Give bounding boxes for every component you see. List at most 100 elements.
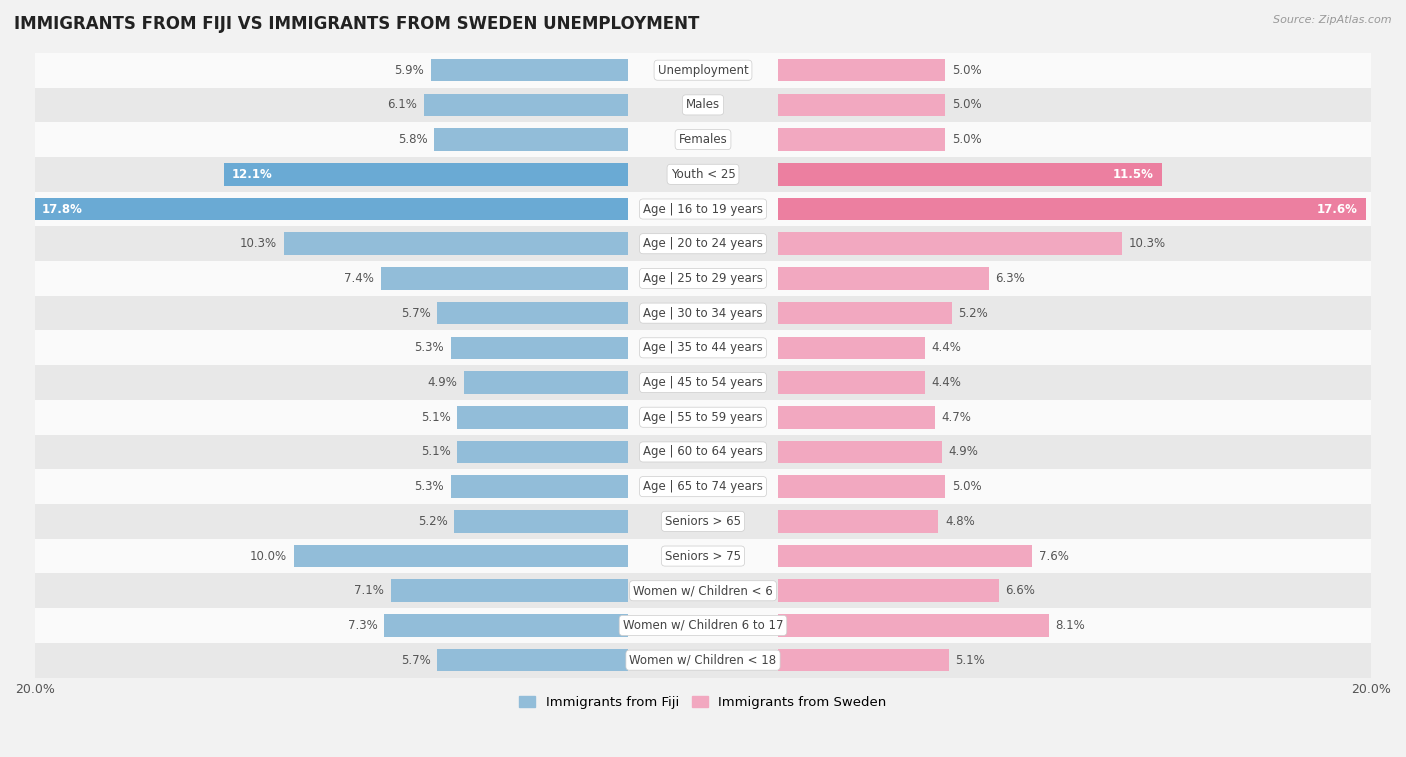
Text: 4.9%: 4.9% (427, 376, 457, 389)
Bar (451, 337, 628, 359)
Text: Women w/ Children < 18: Women w/ Children < 18 (630, 653, 776, 667)
Text: 5.1%: 5.1% (955, 653, 986, 667)
Bar (778, 406, 935, 428)
Text: 5.0%: 5.0% (952, 64, 981, 76)
Bar (778, 267, 988, 290)
Text: 5.9%: 5.9% (394, 64, 425, 76)
Bar (451, 475, 628, 498)
Text: 4.8%: 4.8% (945, 515, 974, 528)
Text: Age | 55 to 59 years: Age | 55 to 59 years (643, 411, 763, 424)
Bar (35, 53, 1371, 88)
Bar (381, 267, 628, 290)
Text: Youth < 25: Youth < 25 (671, 168, 735, 181)
Bar (454, 510, 628, 533)
Bar (35, 573, 1371, 608)
Bar (34, 198, 628, 220)
Text: IMMIGRANTS FROM FIJI VS IMMIGRANTS FROM SWEDEN UNEMPLOYMENT: IMMIGRANTS FROM FIJI VS IMMIGRANTS FROM … (14, 15, 699, 33)
Bar (778, 579, 998, 602)
Text: 7.4%: 7.4% (344, 272, 374, 285)
Text: 6.1%: 6.1% (388, 98, 418, 111)
Bar (35, 296, 1371, 331)
Text: 4.7%: 4.7% (942, 411, 972, 424)
Bar (778, 129, 945, 151)
Bar (434, 129, 628, 151)
Text: 5.0%: 5.0% (952, 480, 981, 493)
Text: 5.7%: 5.7% (401, 653, 430, 667)
Bar (437, 649, 628, 671)
Bar (778, 475, 945, 498)
Bar (464, 371, 628, 394)
Text: Females: Females (679, 133, 727, 146)
Bar (457, 441, 628, 463)
Bar (35, 643, 1371, 678)
Bar (294, 545, 628, 567)
Bar (778, 614, 1049, 637)
Bar (35, 504, 1371, 539)
Text: Age | 20 to 24 years: Age | 20 to 24 years (643, 237, 763, 251)
Text: Source: ZipAtlas.com: Source: ZipAtlas.com (1274, 15, 1392, 25)
Bar (35, 88, 1371, 123)
Bar (778, 649, 949, 671)
Bar (35, 435, 1371, 469)
Bar (391, 579, 628, 602)
Text: 12.1%: 12.1% (232, 168, 273, 181)
Bar (457, 406, 628, 428)
Bar (35, 539, 1371, 573)
Text: 5.8%: 5.8% (398, 133, 427, 146)
Text: 10.0%: 10.0% (250, 550, 287, 562)
Text: 6.3%: 6.3% (995, 272, 1025, 285)
Bar (35, 261, 1371, 296)
Bar (778, 163, 1163, 185)
Bar (778, 59, 945, 82)
Text: 7.3%: 7.3% (347, 619, 377, 632)
Bar (35, 123, 1371, 157)
Text: 4.4%: 4.4% (932, 341, 962, 354)
Text: Males: Males (686, 98, 720, 111)
Text: 5.0%: 5.0% (952, 133, 981, 146)
Text: Seniors > 65: Seniors > 65 (665, 515, 741, 528)
Text: Women w/ Children 6 to 17: Women w/ Children 6 to 17 (623, 619, 783, 632)
Bar (35, 400, 1371, 435)
Bar (384, 614, 628, 637)
Bar (224, 163, 628, 185)
Bar (778, 198, 1367, 220)
Bar (778, 545, 1032, 567)
Text: Age | 30 to 34 years: Age | 30 to 34 years (643, 307, 763, 319)
Bar (778, 510, 938, 533)
Text: Age | 35 to 44 years: Age | 35 to 44 years (643, 341, 763, 354)
Text: 4.9%: 4.9% (949, 445, 979, 459)
Bar (430, 59, 628, 82)
Text: 5.2%: 5.2% (418, 515, 447, 528)
Text: 6.6%: 6.6% (1005, 584, 1035, 597)
Text: Age | 25 to 29 years: Age | 25 to 29 years (643, 272, 763, 285)
Text: 5.3%: 5.3% (415, 480, 444, 493)
Bar (425, 94, 628, 116)
Text: 5.2%: 5.2% (959, 307, 988, 319)
Bar (35, 192, 1371, 226)
Text: 5.1%: 5.1% (420, 411, 451, 424)
Legend: Immigrants from Fiji, Immigrants from Sweden: Immigrants from Fiji, Immigrants from Sw… (515, 691, 891, 715)
Text: 4.4%: 4.4% (932, 376, 962, 389)
Bar (778, 337, 925, 359)
Bar (437, 302, 628, 325)
Bar (284, 232, 628, 255)
Text: Age | 65 to 74 years: Age | 65 to 74 years (643, 480, 763, 493)
Bar (778, 302, 952, 325)
Bar (35, 157, 1371, 192)
Text: 10.3%: 10.3% (240, 237, 277, 251)
Bar (778, 371, 925, 394)
Bar (35, 365, 1371, 400)
Text: 17.8%: 17.8% (42, 203, 83, 216)
Text: 5.1%: 5.1% (420, 445, 451, 459)
Text: 5.0%: 5.0% (952, 98, 981, 111)
Bar (35, 469, 1371, 504)
Text: 8.1%: 8.1% (1056, 619, 1085, 632)
Text: 7.6%: 7.6% (1039, 550, 1069, 562)
Bar (35, 608, 1371, 643)
Text: Age | 45 to 54 years: Age | 45 to 54 years (643, 376, 763, 389)
Text: Age | 16 to 19 years: Age | 16 to 19 years (643, 203, 763, 216)
Bar (778, 94, 945, 116)
Bar (778, 232, 1122, 255)
Bar (35, 226, 1371, 261)
Text: 7.1%: 7.1% (354, 584, 384, 597)
